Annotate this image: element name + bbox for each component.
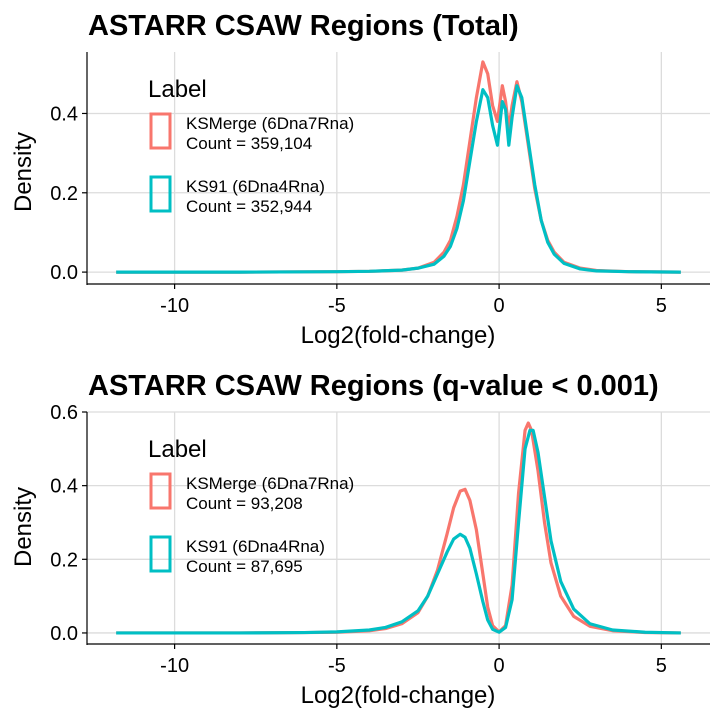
y-tick-label: 0.4 <box>50 103 78 125</box>
x-axis-title: Log2(fold-change) <box>301 322 496 349</box>
legend-key-ksmerge <box>149 472 172 510</box>
axis-ticks: -10 -5 0 5 0.0 0.2 0.4 0.6 <box>50 402 667 677</box>
x-axis-title: Log2(fold-change) <box>301 682 496 709</box>
chart-title: ASTARR CSAW Regions (q-value < 0.001) <box>88 370 659 402</box>
legend-entry: KS91 (6Dna4Rna) Count = 352,944 <box>149 175 325 216</box>
y-tick-label: 0.0 <box>50 262 78 284</box>
density-line <box>116 428 681 635</box>
axis-ticks: -10 -5 0 5 0.0 0.2 0.4 <box>50 103 667 317</box>
legend-entry: KSMerge (6Dna7Rna) Count = 93,208 <box>149 472 354 513</box>
legend-count: Count = 352,944 <box>186 197 312 216</box>
legend-count: Count = 359,104 <box>186 134 312 153</box>
chart-title: ASTARR CSAW Regions (Total) <box>88 10 519 42</box>
legend-label: KSMerge (6Dna7Rna) <box>186 474 354 493</box>
x-tick-label: -5 <box>328 655 346 677</box>
density-series-group <box>116 421 681 635</box>
x-tick-label: -10 <box>160 295 189 317</box>
legend-label: KSMerge (6Dna7Rna) <box>186 114 354 133</box>
legend-count: Count = 87,695 <box>186 557 303 576</box>
chart-panel-total: ASTARR CSAW Regions (Total) -10 -5 0 5 0.0 0.… <box>10 10 710 349</box>
grid-lines <box>87 411 710 644</box>
legend-title: Label <box>148 436 207 463</box>
legend: Label KSMerge (6Dna7Rna) Count = 359,104… <box>148 76 354 216</box>
y-tick-label: 0.6 <box>50 402 78 424</box>
x-tick-label: 5 <box>656 295 667 317</box>
x-tick-label: 0 <box>494 295 505 317</box>
x-tick-label: 5 <box>656 655 667 677</box>
y-tick-label: 0.2 <box>50 183 78 205</box>
legend-key-ksmerge <box>149 112 172 150</box>
y-tick-label: 0.2 <box>50 549 78 571</box>
legend-key-ks91 <box>149 175 172 213</box>
y-axis-title: Density <box>10 487 37 567</box>
legend-key-ks91 <box>149 535 172 573</box>
x-tick-label: 0 <box>494 655 505 677</box>
x-tick-label: -10 <box>160 655 189 677</box>
legend-label: KS91 (6Dna4Rna) <box>186 537 325 556</box>
legend-title: Label <box>148 76 207 103</box>
legend-entry: KSMerge (6Dna7Rna) Count = 359,104 <box>149 112 354 153</box>
legend-label: KS91 (6Dna4Rna) <box>186 177 325 196</box>
legend: Label KSMerge (6Dna7Rna) Count = 93,208 … <box>148 436 354 576</box>
y-tick-label: 0.0 <box>50 623 78 645</box>
chart-panel-qvalue: ASTARR CSAW Regions (q-value < 0.001) -1… <box>10 370 710 709</box>
legend-count: Count = 93,208 <box>186 494 303 513</box>
density-series-group <box>116 60 681 274</box>
y-axis-title: Density <box>10 132 37 212</box>
y-tick-label: 0.4 <box>50 476 78 498</box>
x-tick-label: -5 <box>328 295 346 317</box>
density-line <box>116 84 681 274</box>
legend-entry: KS91 (6Dna4Rna) Count = 87,695 <box>149 535 325 576</box>
